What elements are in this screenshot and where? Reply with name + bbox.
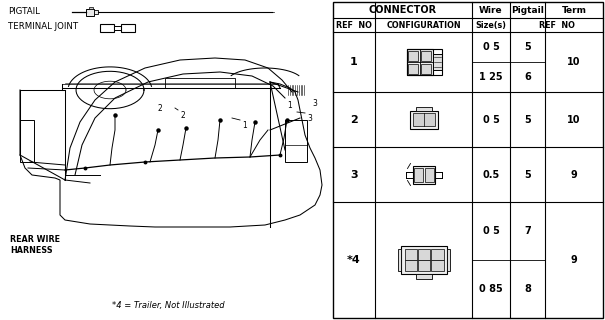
Text: 2: 2 bbox=[350, 115, 358, 124]
Text: 10: 10 bbox=[567, 115, 581, 124]
Bar bbox=[86, 9, 94, 15]
Bar bbox=[405, 249, 417, 260]
Bar bbox=[114, 26, 121, 30]
Text: 2: 2 bbox=[181, 110, 185, 119]
Text: 1 25: 1 25 bbox=[479, 72, 503, 82]
Text: 5: 5 bbox=[524, 170, 531, 180]
Text: 5: 5 bbox=[524, 42, 531, 52]
Text: Wire: Wire bbox=[479, 5, 503, 14]
Bar bbox=[408, 63, 418, 74]
Text: 3: 3 bbox=[350, 170, 358, 180]
Text: REAR WIRE
HARNESS: REAR WIRE HARNESS bbox=[10, 235, 60, 255]
Bar bbox=[100, 24, 114, 32]
Bar bbox=[433, 54, 442, 70]
Text: Term: Term bbox=[561, 5, 586, 14]
Bar bbox=[20, 120, 34, 162]
Bar bbox=[89, 6, 93, 9]
Bar bbox=[413, 167, 422, 181]
Bar bbox=[121, 24, 135, 32]
Text: 5: 5 bbox=[524, 115, 531, 124]
Text: 0 5: 0 5 bbox=[483, 226, 500, 236]
Bar bbox=[94, 10, 98, 14]
Text: 2: 2 bbox=[158, 103, 162, 113]
Text: REF  NO: REF NO bbox=[336, 20, 372, 29]
Text: 9: 9 bbox=[571, 255, 577, 265]
Text: 0 5: 0 5 bbox=[483, 42, 500, 52]
Bar bbox=[333, 2, 603, 318]
Bar bbox=[397, 249, 401, 271]
Text: 7: 7 bbox=[524, 226, 531, 236]
Bar bbox=[410, 110, 437, 129]
Bar bbox=[431, 260, 443, 271]
Text: 9: 9 bbox=[571, 170, 577, 180]
Bar bbox=[401, 246, 446, 274]
Text: 1: 1 bbox=[287, 100, 292, 109]
Bar bbox=[417, 260, 430, 271]
Bar bbox=[407, 49, 442, 75]
Text: 1: 1 bbox=[350, 57, 358, 67]
Text: 3: 3 bbox=[313, 99, 318, 108]
Bar bbox=[405, 260, 417, 271]
Text: *4: *4 bbox=[347, 255, 361, 265]
Text: 8: 8 bbox=[524, 284, 531, 294]
Bar bbox=[416, 107, 431, 110]
Bar bbox=[417, 249, 430, 260]
Text: *4 = Trailer, Not Illustrated: *4 = Trailer, Not Illustrated bbox=[112, 301, 224, 310]
Bar bbox=[165, 78, 235, 88]
Bar bbox=[421, 63, 431, 74]
Text: 1: 1 bbox=[243, 121, 247, 130]
Bar bbox=[416, 274, 431, 279]
Text: 3: 3 bbox=[307, 114, 312, 123]
Text: 0 5: 0 5 bbox=[483, 115, 500, 124]
Bar bbox=[413, 165, 434, 183]
Text: CONFIGURATION: CONFIGURATION bbox=[386, 20, 461, 29]
Bar bbox=[285, 120, 307, 162]
Text: REF  NO: REF NO bbox=[538, 20, 574, 29]
Text: 6: 6 bbox=[524, 72, 531, 82]
Bar bbox=[407, 49, 433, 75]
Text: 10: 10 bbox=[567, 57, 581, 67]
Bar bbox=[425, 167, 434, 181]
Bar bbox=[408, 51, 418, 60]
Bar bbox=[421, 51, 431, 60]
Text: Pigtail: Pigtail bbox=[511, 5, 544, 14]
Bar bbox=[431, 249, 443, 260]
Text: PIGTAIL: PIGTAIL bbox=[8, 7, 40, 16]
Text: 0 85: 0 85 bbox=[479, 284, 503, 294]
Bar bbox=[446, 249, 450, 271]
Bar bbox=[413, 113, 434, 126]
Text: 0.5: 0.5 bbox=[482, 170, 500, 180]
Text: Size(s): Size(s) bbox=[476, 20, 506, 29]
Text: CONNECTOR: CONNECTOR bbox=[368, 5, 437, 15]
Text: TERMINAL JOINT: TERMINAL JOINT bbox=[8, 22, 78, 31]
